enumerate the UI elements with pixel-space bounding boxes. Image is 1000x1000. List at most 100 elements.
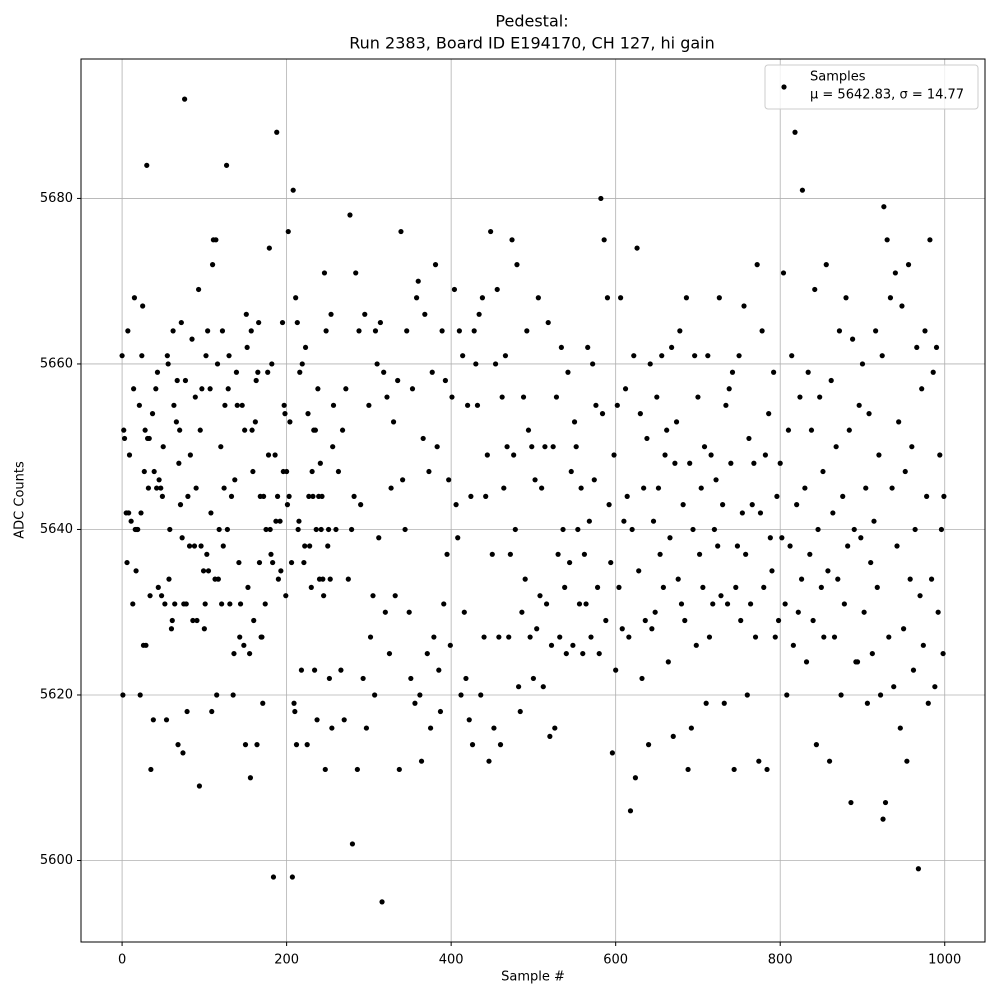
data-point xyxy=(274,493,281,499)
data-point xyxy=(273,518,279,524)
data-point xyxy=(353,270,359,276)
data-point xyxy=(282,411,288,417)
data-point xyxy=(705,353,711,359)
data-point xyxy=(140,303,146,309)
data-point xyxy=(220,543,226,549)
data-point xyxy=(744,692,750,698)
data-point xyxy=(688,725,694,731)
data-point xyxy=(831,634,838,640)
data-point xyxy=(323,328,329,334)
data-point xyxy=(550,444,556,450)
data-point xyxy=(197,427,203,433)
data-point xyxy=(726,386,732,392)
data-point xyxy=(376,535,382,541)
data-point xyxy=(613,667,619,673)
data-point xyxy=(284,468,290,475)
data-point xyxy=(463,675,469,682)
data-point xyxy=(632,775,639,781)
data-point xyxy=(339,427,346,433)
data-point xyxy=(720,502,726,508)
data-point xyxy=(453,502,459,508)
data-point xyxy=(251,617,257,624)
data-point xyxy=(677,328,683,334)
data-point xyxy=(266,245,272,251)
data-point xyxy=(362,311,368,317)
plot-frame xyxy=(80,58,986,943)
data-point xyxy=(193,485,199,491)
data-point xyxy=(398,228,404,235)
data-point xyxy=(512,526,518,533)
data-point xyxy=(386,650,393,657)
data-point xyxy=(301,559,307,566)
data-point xyxy=(458,692,464,698)
data-point xyxy=(696,551,703,557)
data-point xyxy=(680,502,686,508)
data-point xyxy=(777,460,783,466)
data-point xyxy=(325,526,332,533)
data-point xyxy=(289,874,295,880)
data-point xyxy=(180,750,186,756)
data-point xyxy=(933,344,940,351)
data-point xyxy=(384,394,390,400)
data-point xyxy=(144,162,150,168)
data-point xyxy=(312,427,319,433)
data-point xyxy=(366,402,372,408)
data-point xyxy=(869,650,875,657)
data-point xyxy=(897,725,903,731)
data-point xyxy=(542,444,548,450)
data-point xyxy=(286,493,292,499)
data-point xyxy=(205,328,211,334)
data-point xyxy=(751,460,757,466)
data-point xyxy=(927,237,933,243)
data-point xyxy=(877,692,884,698)
data-point xyxy=(455,535,461,541)
data-point xyxy=(738,617,744,624)
data-point xyxy=(412,700,418,706)
data-point xyxy=(409,386,416,392)
data-point xyxy=(598,195,604,202)
data-point xyxy=(555,551,561,557)
data-point xyxy=(345,576,351,582)
data-point xyxy=(621,518,627,524)
data-point xyxy=(713,477,719,483)
data-point xyxy=(223,162,230,168)
data-point xyxy=(910,667,917,673)
data-point xyxy=(609,750,615,756)
data-point xyxy=(552,725,558,731)
data-point xyxy=(328,311,334,317)
data-point xyxy=(307,543,313,549)
data-point xyxy=(390,419,397,425)
data-point xyxy=(166,576,172,582)
data-point xyxy=(835,576,841,582)
data-point xyxy=(461,609,467,615)
data-point xyxy=(848,799,854,806)
data-point xyxy=(358,502,364,508)
data-point xyxy=(395,377,401,384)
data-point xyxy=(415,278,421,284)
data-point xyxy=(427,725,434,731)
data-point xyxy=(156,477,162,483)
data-point xyxy=(327,576,333,582)
data-point xyxy=(761,584,767,590)
data-point xyxy=(818,584,824,590)
data-point xyxy=(434,444,440,450)
data-point xyxy=(297,369,303,375)
data-point xyxy=(578,485,584,491)
data-point xyxy=(335,468,342,475)
legend-annotation: μ = 5642.83, σ = 14.77 xyxy=(810,88,964,103)
data-point xyxy=(120,692,126,698)
data-point xyxy=(209,262,216,268)
data-point xyxy=(131,295,138,301)
data-point xyxy=(907,576,913,582)
data-point xyxy=(221,485,227,491)
data-point xyxy=(669,344,675,351)
data-point xyxy=(845,543,851,549)
data-point xyxy=(618,295,624,301)
data-point xyxy=(851,526,857,533)
data-point xyxy=(231,650,237,657)
data-point xyxy=(752,634,759,640)
data-point xyxy=(821,634,827,640)
data-point xyxy=(248,328,254,334)
data-point xyxy=(402,526,408,533)
data-point xyxy=(141,468,147,475)
